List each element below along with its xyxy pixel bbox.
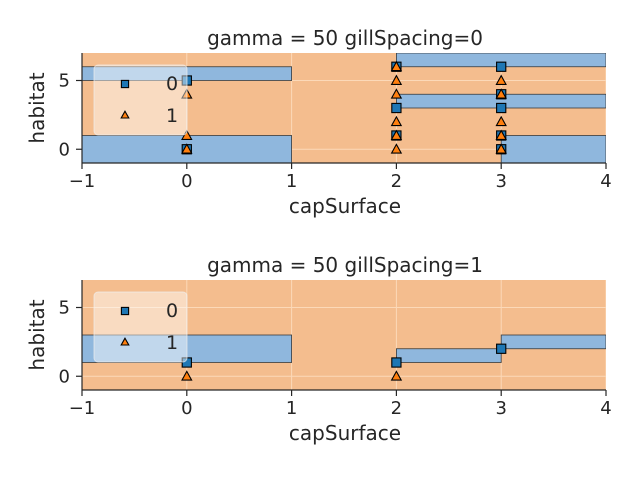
- x-tick-label: 4: [600, 171, 611, 192]
- x-axis-label: capSurface: [289, 194, 401, 218]
- legend-label-class-1: 1: [166, 332, 178, 354]
- legend-label-class-0: 0: [166, 300, 178, 322]
- data-point-class-1: [495, 129, 507, 140]
- x-axis-label: capSurface: [289, 421, 401, 445]
- legend-marker-triangle: [120, 337, 130, 346]
- legend-marker-class-1: [120, 110, 130, 119]
- data-point-class-1: [181, 143, 193, 154]
- y-axis-label: habitat: [25, 72, 49, 143]
- legend: 0 1: [93, 291, 188, 363]
- x-tick-label: 2: [391, 398, 402, 419]
- data-point-class-1: [495, 74, 507, 85]
- decision-region-class-0: [395, 348, 502, 363]
- x-tick-label: 4: [600, 398, 611, 419]
- data-point-class-1: [390, 88, 403, 99]
- legend-label-class-1: 1: [166, 105, 178, 127]
- legend-box: [93, 291, 188, 363]
- data-point-class-1: [390, 115, 403, 127]
- data-point-class-0: [496, 343, 507, 354]
- scatter-points: [181, 343, 507, 381]
- x-tick-label: 2: [391, 171, 402, 192]
- y-tick-label: 5: [59, 71, 70, 92]
- x-tick-label: 3: [495, 398, 506, 419]
- data-point-class-1: [390, 143, 403, 154]
- x-tick-label: 1: [286, 171, 297, 192]
- y-axis-label: habitat: [25, 299, 49, 370]
- legend-box: [93, 64, 188, 136]
- y-tick-label: 5: [59, 298, 70, 319]
- data-point-class-0: [496, 102, 507, 114]
- legend-marker-class-0: [120, 306, 130, 316]
- data-point-class-0: [391, 357, 402, 368]
- subplot-top: −1 0 1 2 3 4 0 5 0 1 gamma = 50 gillSpacing=0 c…: [25, 26, 612, 218]
- legend-marker-square: [120, 306, 130, 316]
- legend-marker-class-0: [120, 79, 130, 89]
- subplot-bottom: −1 0 1 2 3 4 0 5 0 1 gamma = 50 gillSpacing=1 c…: [25, 253, 612, 445]
- x-tick-label: −1: [69, 171, 96, 192]
- data-point-class-1: [495, 88, 507, 99]
- legend-marker-square: [120, 79, 130, 89]
- legend: 0 1: [93, 64, 188, 136]
- axes: −1 0 1 2 3 4 0 5: [59, 53, 612, 192]
- data-point-class-1: [390, 370, 403, 381]
- data-point-class-1: [390, 129, 403, 140]
- decision-region-class-0: [500, 135, 606, 163]
- data-point-class-1: [181, 370, 193, 381]
- data-point-class-1: [390, 74, 403, 85]
- chart-title: gamma = 50 gillSpacing=0: [207, 26, 483, 50]
- legend-marker-triangle: [120, 110, 130, 119]
- x-tick-label: 1: [286, 398, 297, 419]
- data-point-class-1: [390, 60, 403, 72]
- x-tick-label: −1: [69, 398, 96, 419]
- x-tick-label: 0: [181, 171, 192, 192]
- decision-region-class-0: [500, 334, 606, 350]
- x-tick-label: 0: [181, 398, 192, 419]
- chart-title: gamma = 50 gillSpacing=1: [207, 253, 483, 277]
- data-point-class-1: [495, 115, 507, 127]
- axes: −1 0 1 2 3 4 0 5: [59, 280, 612, 419]
- y-tick-label: 0: [59, 366, 70, 387]
- data-point-class-0: [496, 61, 507, 72]
- x-tick-label: 3: [495, 171, 506, 192]
- legend-marker-class-1: [120, 337, 130, 346]
- legend-label-class-0: 0: [166, 73, 178, 95]
- y-tick-label: 0: [59, 139, 70, 160]
- data-point-class-1: [495, 143, 507, 154]
- data-point-class-0: [391, 102, 402, 114]
